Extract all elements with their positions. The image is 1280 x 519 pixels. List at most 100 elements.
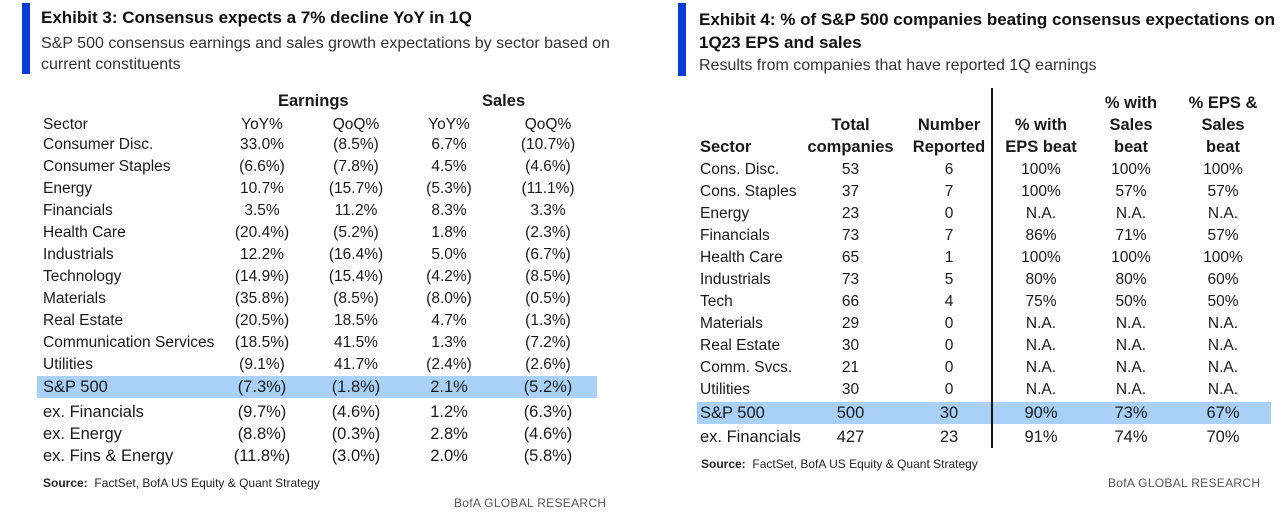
table-cell: 6 [944, 161, 954, 178]
column-header-5: Sales [1201, 116, 1245, 134]
sector-label: Health Care [43, 224, 126, 241]
sector-label: Comm. Svcs. [700, 359, 793, 376]
table-cell: (20.5%) [234, 312, 290, 329]
table-cell: 5 [944, 271, 954, 288]
table-cell: N.A. [1025, 337, 1057, 354]
table-cell: 41.7% [334, 356, 378, 373]
table-cell: N.A. [1115, 359, 1147, 376]
table-cell: (10.7%) [520, 136, 576, 153]
table-cell: 30 [939, 404, 959, 422]
table-cell: (15.4%) [328, 268, 384, 285]
table-cell: 0 [944, 381, 954, 398]
table-cell: 100% [1111, 161, 1151, 178]
table-cell: 90% [1024, 404, 1058, 422]
table-cell: (18.5%) [234, 334, 290, 351]
table-cell: 4.7% [431, 312, 467, 329]
table-cell: 60% [1207, 271, 1239, 288]
table-cell: N.A. [1115, 205, 1147, 222]
table-cell: 3.3% [530, 202, 566, 219]
table-cell: N.A. [1115, 381, 1147, 398]
column-header-4: Sales [1109, 116, 1153, 134]
table-cell: (8.8%) [237, 425, 287, 443]
table-cell: 3.5% [244, 202, 280, 219]
table-cell: N.A. [1025, 381, 1057, 398]
table-cell: N.A. [1115, 315, 1147, 332]
table-cell: (8.0%) [426, 290, 472, 307]
table-cell: 2.0% [430, 447, 468, 465]
table-cell: 18.5% [334, 312, 378, 329]
table-cell: 0 [944, 337, 954, 354]
table-cell: (7.2%) [525, 334, 571, 351]
table-cell: (5.3%) [426, 180, 472, 197]
sector-label: Energy [43, 180, 93, 197]
sector-label: Real Estate [43, 312, 124, 329]
table-cell: 75% [1025, 293, 1057, 310]
table-cell: (9.1%) [239, 356, 285, 373]
table-cell: 73 [841, 227, 860, 244]
sector-label: Tech [700, 293, 733, 310]
table-cell: 50% [1207, 293, 1239, 310]
table-cell: (4.2%) [426, 268, 472, 285]
column-header-1: companies [807, 138, 894, 156]
column-header-sector: Sector [43, 116, 88, 133]
table-cell: 71% [1115, 227, 1147, 244]
table-cell: 53 [841, 161, 860, 178]
table-cell: 50% [1115, 293, 1147, 310]
table-cell: 57% [1207, 183, 1239, 200]
exhibit-4-title: Exhibit 4: % of S&P 500 companies beatin… [699, 10, 1275, 52]
table-cell: 12.2% [240, 246, 284, 263]
table-cell: (8.5%) [525, 268, 571, 285]
sector-label: Materials [700, 315, 763, 332]
table-cell: 2.8% [430, 425, 468, 443]
sector-label: Real Estate [700, 337, 781, 354]
table-cell: 8.3% [431, 202, 467, 219]
sector-label: Financials [43, 202, 113, 219]
table-cell: (0.5%) [525, 290, 571, 307]
column-header-2: Reported [912, 138, 986, 156]
table-cell: 37 [841, 183, 860, 200]
column-header-4: % with [1104, 94, 1158, 112]
table-cell: 6.7% [431, 136, 467, 153]
table-cell: (8.5%) [333, 136, 379, 153]
column-divider [991, 88, 993, 448]
table-cell: 65 [841, 249, 860, 266]
table-cell: 41.5% [334, 334, 378, 351]
sector-label: Consumer Disc. [43, 136, 154, 153]
table-cell: N.A. [1207, 205, 1239, 222]
sales-group-header: Sales [482, 92, 526, 110]
table-cell: (2.4%) [426, 356, 472, 373]
table-cell: 80% [1115, 271, 1147, 288]
sector-label: Materials [43, 290, 106, 307]
sector-label: Industrials [700, 271, 771, 288]
total-row-label: S&P 500 [700, 404, 765, 422]
table-cell: (7.3%) [237, 378, 287, 396]
table-cell: (4.6%) [331, 403, 381, 421]
table-cell: 500 [836, 404, 865, 422]
sector-label: Financials [700, 227, 770, 244]
sector-label: Communication Services [43, 334, 215, 351]
total-row-label: ex. Energy [43, 425, 122, 443]
table-cell: 70% [1206, 428, 1240, 446]
exhibit-3-accent-bar [22, 3, 30, 74]
table-cell: 66 [841, 293, 860, 310]
sector-label: Technology [43, 268, 122, 285]
table-cell: 2.1% [430, 378, 468, 396]
table-cell: (4.6%) [525, 158, 571, 175]
table-cell: 100% [1203, 161, 1243, 178]
column-header-5: % EPS & [1188, 94, 1258, 112]
table-cell: N.A. [1207, 381, 1239, 398]
table-cell: 100% [1203, 249, 1243, 266]
table-cell: (5.2%) [333, 224, 379, 241]
table-cell: (6.7%) [525, 246, 571, 263]
table-cell: 1.3% [431, 334, 467, 351]
exhibit-4-source: Source: FactSet, BofA US Equity & Quant … [701, 457, 978, 471]
table-cell: (3.0%) [331, 447, 381, 465]
table-cell: N.A. [1025, 315, 1057, 332]
table-cell: 7 [944, 183, 954, 200]
table-cell: 7 [944, 227, 954, 244]
total-row-label: S&P 500 [43, 378, 108, 396]
table-cell: (16.4%) [328, 246, 384, 263]
sector-label: Cons. Disc. [700, 161, 780, 178]
column-header-2: Number [917, 116, 981, 134]
sector-label: Health Care [700, 249, 783, 266]
